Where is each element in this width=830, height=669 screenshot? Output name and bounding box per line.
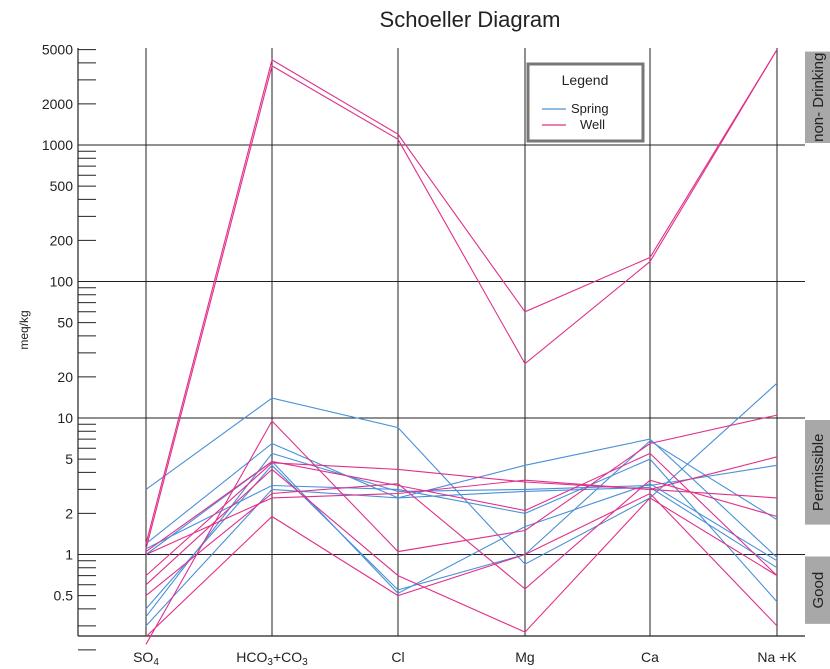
zone-label-2: Good — [810, 572, 827, 609]
series-line-spring-0 — [145, 382, 778, 565]
y-tick-label: 5000 — [42, 42, 73, 58]
x-tick-label-1: HCO3+CO3 — [236, 649, 308, 668]
series-line-well-15 — [145, 492, 778, 638]
y-tick-label: 100 — [50, 274, 74, 290]
series-line-well-10 — [145, 452, 778, 576]
y-tick-label: 0.5 — [54, 588, 74, 604]
legend-title: Legend — [562, 72, 609, 88]
x-tick-label-4: Ca — [641, 649, 659, 665]
x-tick-label-2: Cl — [391, 649, 404, 665]
series-line-spring-5 — [145, 486, 778, 627]
y-tick-label: 2000 — [42, 96, 73, 112]
legend: Legend Spring Well — [526, 62, 645, 143]
y-tick-label: 20 — [57, 369, 73, 385]
zone-label-0: non- Drinking — [810, 53, 827, 142]
zone-box-2 — [805, 556, 830, 624]
x-tick-label-5: Na +K — [757, 649, 797, 665]
series-line-well-12 — [145, 479, 778, 556]
legend-box — [526, 62, 645, 143]
y-tick-label: 5 — [65, 451, 73, 467]
y-tick-label: 200 — [50, 232, 74, 248]
zone-box-0 — [805, 51, 830, 144]
series-line-well-9 — [145, 414, 778, 645]
series-line-well-11 — [145, 456, 778, 577]
y-tick-label: 500 — [50, 178, 74, 194]
zone-label-1: Permissible — [810, 434, 827, 512]
series-line-spring-1 — [145, 438, 778, 558]
x-tick-label-3: Mg — [515, 649, 534, 665]
zone-box-1 — [805, 420, 830, 525]
y-tick-label: 1000 — [42, 137, 73, 153]
chart-title: Schoeller Diagram — [380, 7, 561, 32]
x-tick-label-0: SO4 — [133, 649, 159, 668]
series-line-well-8 — [145, 49, 778, 549]
legend-spring-label: Spring — [571, 101, 609, 116]
series-line-spring-2 — [145, 452, 778, 618]
series-line-spring-3 — [145, 440, 778, 610]
series-line-well-7 — [145, 49, 778, 544]
legend-well-label: Well — [580, 117, 605, 132]
y-axis-label: meq/kg — [17, 310, 31, 349]
series-line-well-13 — [145, 479, 778, 597]
y-tick-label: 50 — [57, 315, 73, 331]
y-tick-label: 10 — [57, 410, 73, 426]
y-tick-label: 1 — [65, 547, 73, 563]
y-tick-label: 2 — [65, 505, 73, 521]
series-line-spring-4 — [145, 458, 778, 603]
series-line-well-14 — [145, 468, 778, 633]
